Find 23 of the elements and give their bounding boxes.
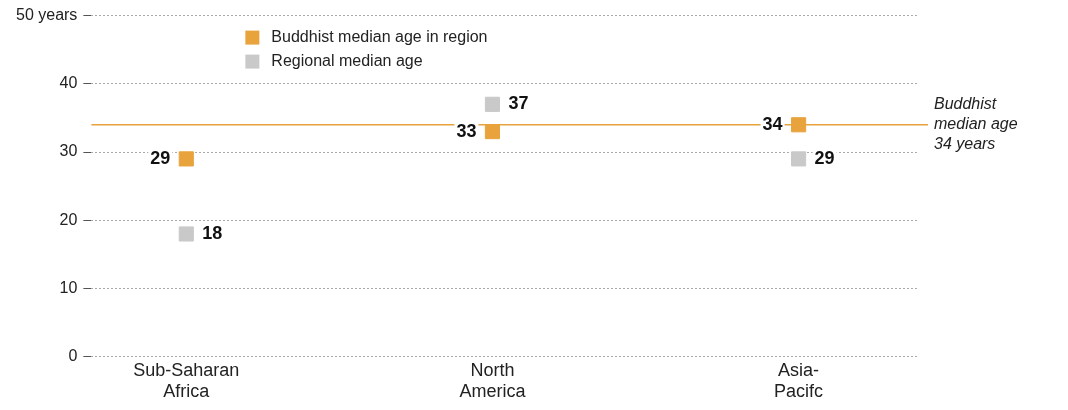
data-label: 29 — [814, 147, 835, 168]
y-tick-label: 10 — [59, 278, 78, 296]
data-label: 29 — [150, 147, 171, 168]
point — [791, 151, 807, 167]
y-tick-label: 20 — [59, 210, 78, 228]
x-tick-label: Asia-Pacifc — [774, 359, 824, 402]
y-tick-label: 30 — [59, 142, 78, 160]
ref-line-label: Buddhist median age 34 years — [934, 95, 1018, 153]
data-label: 33 — [456, 120, 477, 141]
legend-label: Regional median age — [271, 52, 423, 70]
x-tick-label: North America — [459, 359, 527, 402]
data-label: 34 — [762, 113, 783, 134]
point — [178, 226, 194, 242]
y-tick-label: 40 — [59, 74, 78, 92]
point — [178, 151, 194, 167]
y-tick-label: 0 — [68, 347, 78, 365]
data-label: 37 — [508, 93, 529, 114]
legend-label: Buddhist median age in region — [271, 28, 488, 46]
point — [484, 96, 501, 112]
x-tick-label: Sub-Saharan Africa — [133, 359, 240, 402]
y-tick-label: 50 years — [15, 6, 78, 24]
point — [791, 117, 807, 133]
data-label: 18 — [202, 222, 223, 243]
